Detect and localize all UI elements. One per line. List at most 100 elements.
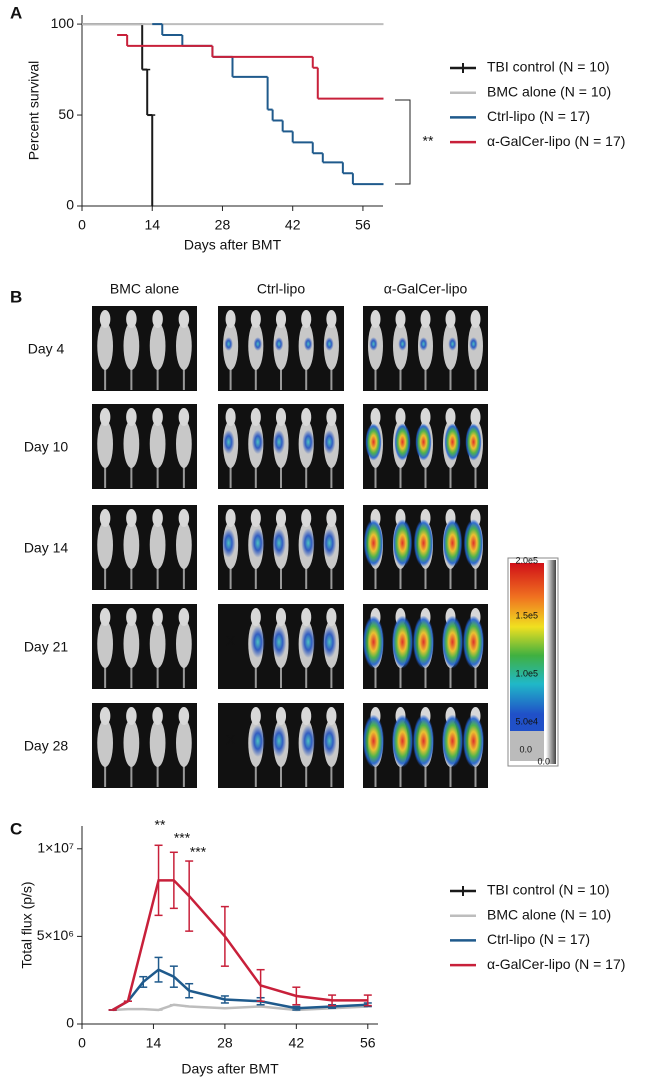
signal: [412, 714, 435, 768]
error-bar: [185, 982, 194, 999]
error-bar: [220, 995, 229, 1004]
signal: [250, 626, 266, 658]
error-bar: [292, 986, 301, 1006]
mouse-body: [123, 322, 140, 370]
mouse: [443, 408, 461, 488]
mouse-head: [126, 408, 137, 426]
colorbar-label: 0.0: [537, 756, 550, 766]
mouse-body: [149, 719, 166, 767]
mouse: [443, 310, 458, 390]
mouse: [415, 408, 433, 488]
mouse: [362, 707, 385, 787]
mouse-body: [176, 420, 192, 468]
error-bar: [154, 844, 163, 917]
mouse-head: [326, 509, 337, 527]
mouse-head: [301, 509, 312, 527]
mouse-head: [250, 707, 261, 725]
x-tick-label: 14: [144, 217, 160, 233]
signal: [302, 429, 315, 455]
mouse-head: [250, 608, 261, 626]
signal: [419, 337, 428, 351]
mouse-head: [250, 408, 261, 426]
mouse-body: [123, 420, 140, 468]
significance: ***: [190, 844, 207, 860]
flux-line: [112, 879, 368, 1012]
mouse: [271, 608, 289, 688]
signal: [441, 714, 464, 768]
column-header: α-GalCer-lipo: [384, 281, 468, 297]
mouse-body: [97, 620, 113, 668]
y-tick-label: 50: [58, 106, 74, 122]
significance: ***: [174, 830, 191, 846]
mouse-head: [470, 408, 481, 426]
signal: [441, 615, 464, 669]
mouse: [323, 408, 339, 488]
mouse: [123, 509, 140, 589]
mouse: [248, 408, 264, 488]
mouse-head: [178, 608, 190, 626]
mouse-head: [99, 310, 111, 328]
y-axis-label: Total flux (p/s): [19, 881, 35, 968]
signal: [271, 626, 287, 658]
row-label: Day 28: [24, 738, 69, 754]
mouse: [298, 608, 316, 688]
signal: [303, 337, 313, 351]
colorbar-label: 0.0: [519, 744, 532, 754]
signal: [300, 626, 316, 658]
mouse-body: [149, 521, 166, 569]
mouse: [418, 310, 433, 390]
mouse-body: [149, 620, 166, 668]
colorbar-floor: [510, 731, 544, 761]
signal: [272, 528, 286, 558]
signal: [465, 423, 482, 461]
x-axis-label: Days after BMT: [184, 237, 282, 253]
mouse: [273, 310, 289, 390]
mouse-head: [326, 310, 337, 328]
colorbar-label: 2.0e5: [515, 555, 538, 565]
flux-line: [112, 968, 368, 1012]
mouse-head: [275, 509, 287, 527]
signal: [221, 528, 236, 558]
colorbar-label: 1.0e5: [515, 668, 538, 678]
mouse-head: [152, 608, 163, 626]
error-bar: [363, 994, 372, 1007]
mouse: [298, 707, 316, 787]
legend-label: BMC alone (N = 10): [487, 906, 611, 922]
signal: [363, 519, 384, 567]
mouse: [468, 310, 483, 390]
mouse-head: [225, 509, 236, 527]
signal: [412, 615, 435, 669]
mouse-body: [97, 322, 113, 370]
mouse-head: [152, 408, 163, 426]
error-bar: [139, 975, 148, 988]
mouse: [97, 509, 113, 589]
mouse: [298, 310, 314, 390]
mouse-body: [123, 620, 140, 668]
mouse-head: [152, 310, 163, 328]
x-tick-label: 42: [289, 1035, 305, 1051]
mouse-head: [126, 310, 137, 328]
mouse-body: [149, 322, 166, 370]
mouse: [123, 707, 140, 787]
mouse-head: [126, 707, 137, 725]
y-tick-label: 5×10⁶: [37, 927, 74, 943]
mouse: [248, 310, 264, 390]
signal: [250, 528, 265, 558]
mouse-head: [445, 310, 456, 328]
mouse-head: [395, 408, 406, 426]
signal: [462, 615, 485, 669]
error-bar: [154, 956, 163, 983]
signal: [323, 429, 336, 455]
row-label: Day 21: [24, 639, 69, 655]
signal: [301, 528, 316, 558]
row-label: Day 10: [24, 439, 69, 455]
mouse: [393, 310, 408, 390]
signal: [253, 337, 263, 351]
mouse: [391, 608, 414, 688]
mouse: [322, 509, 339, 589]
signal: [322, 528, 337, 558]
mouse-head: [301, 408, 312, 426]
excluded-mark: X: [226, 633, 236, 649]
mouse-head: [99, 608, 111, 626]
